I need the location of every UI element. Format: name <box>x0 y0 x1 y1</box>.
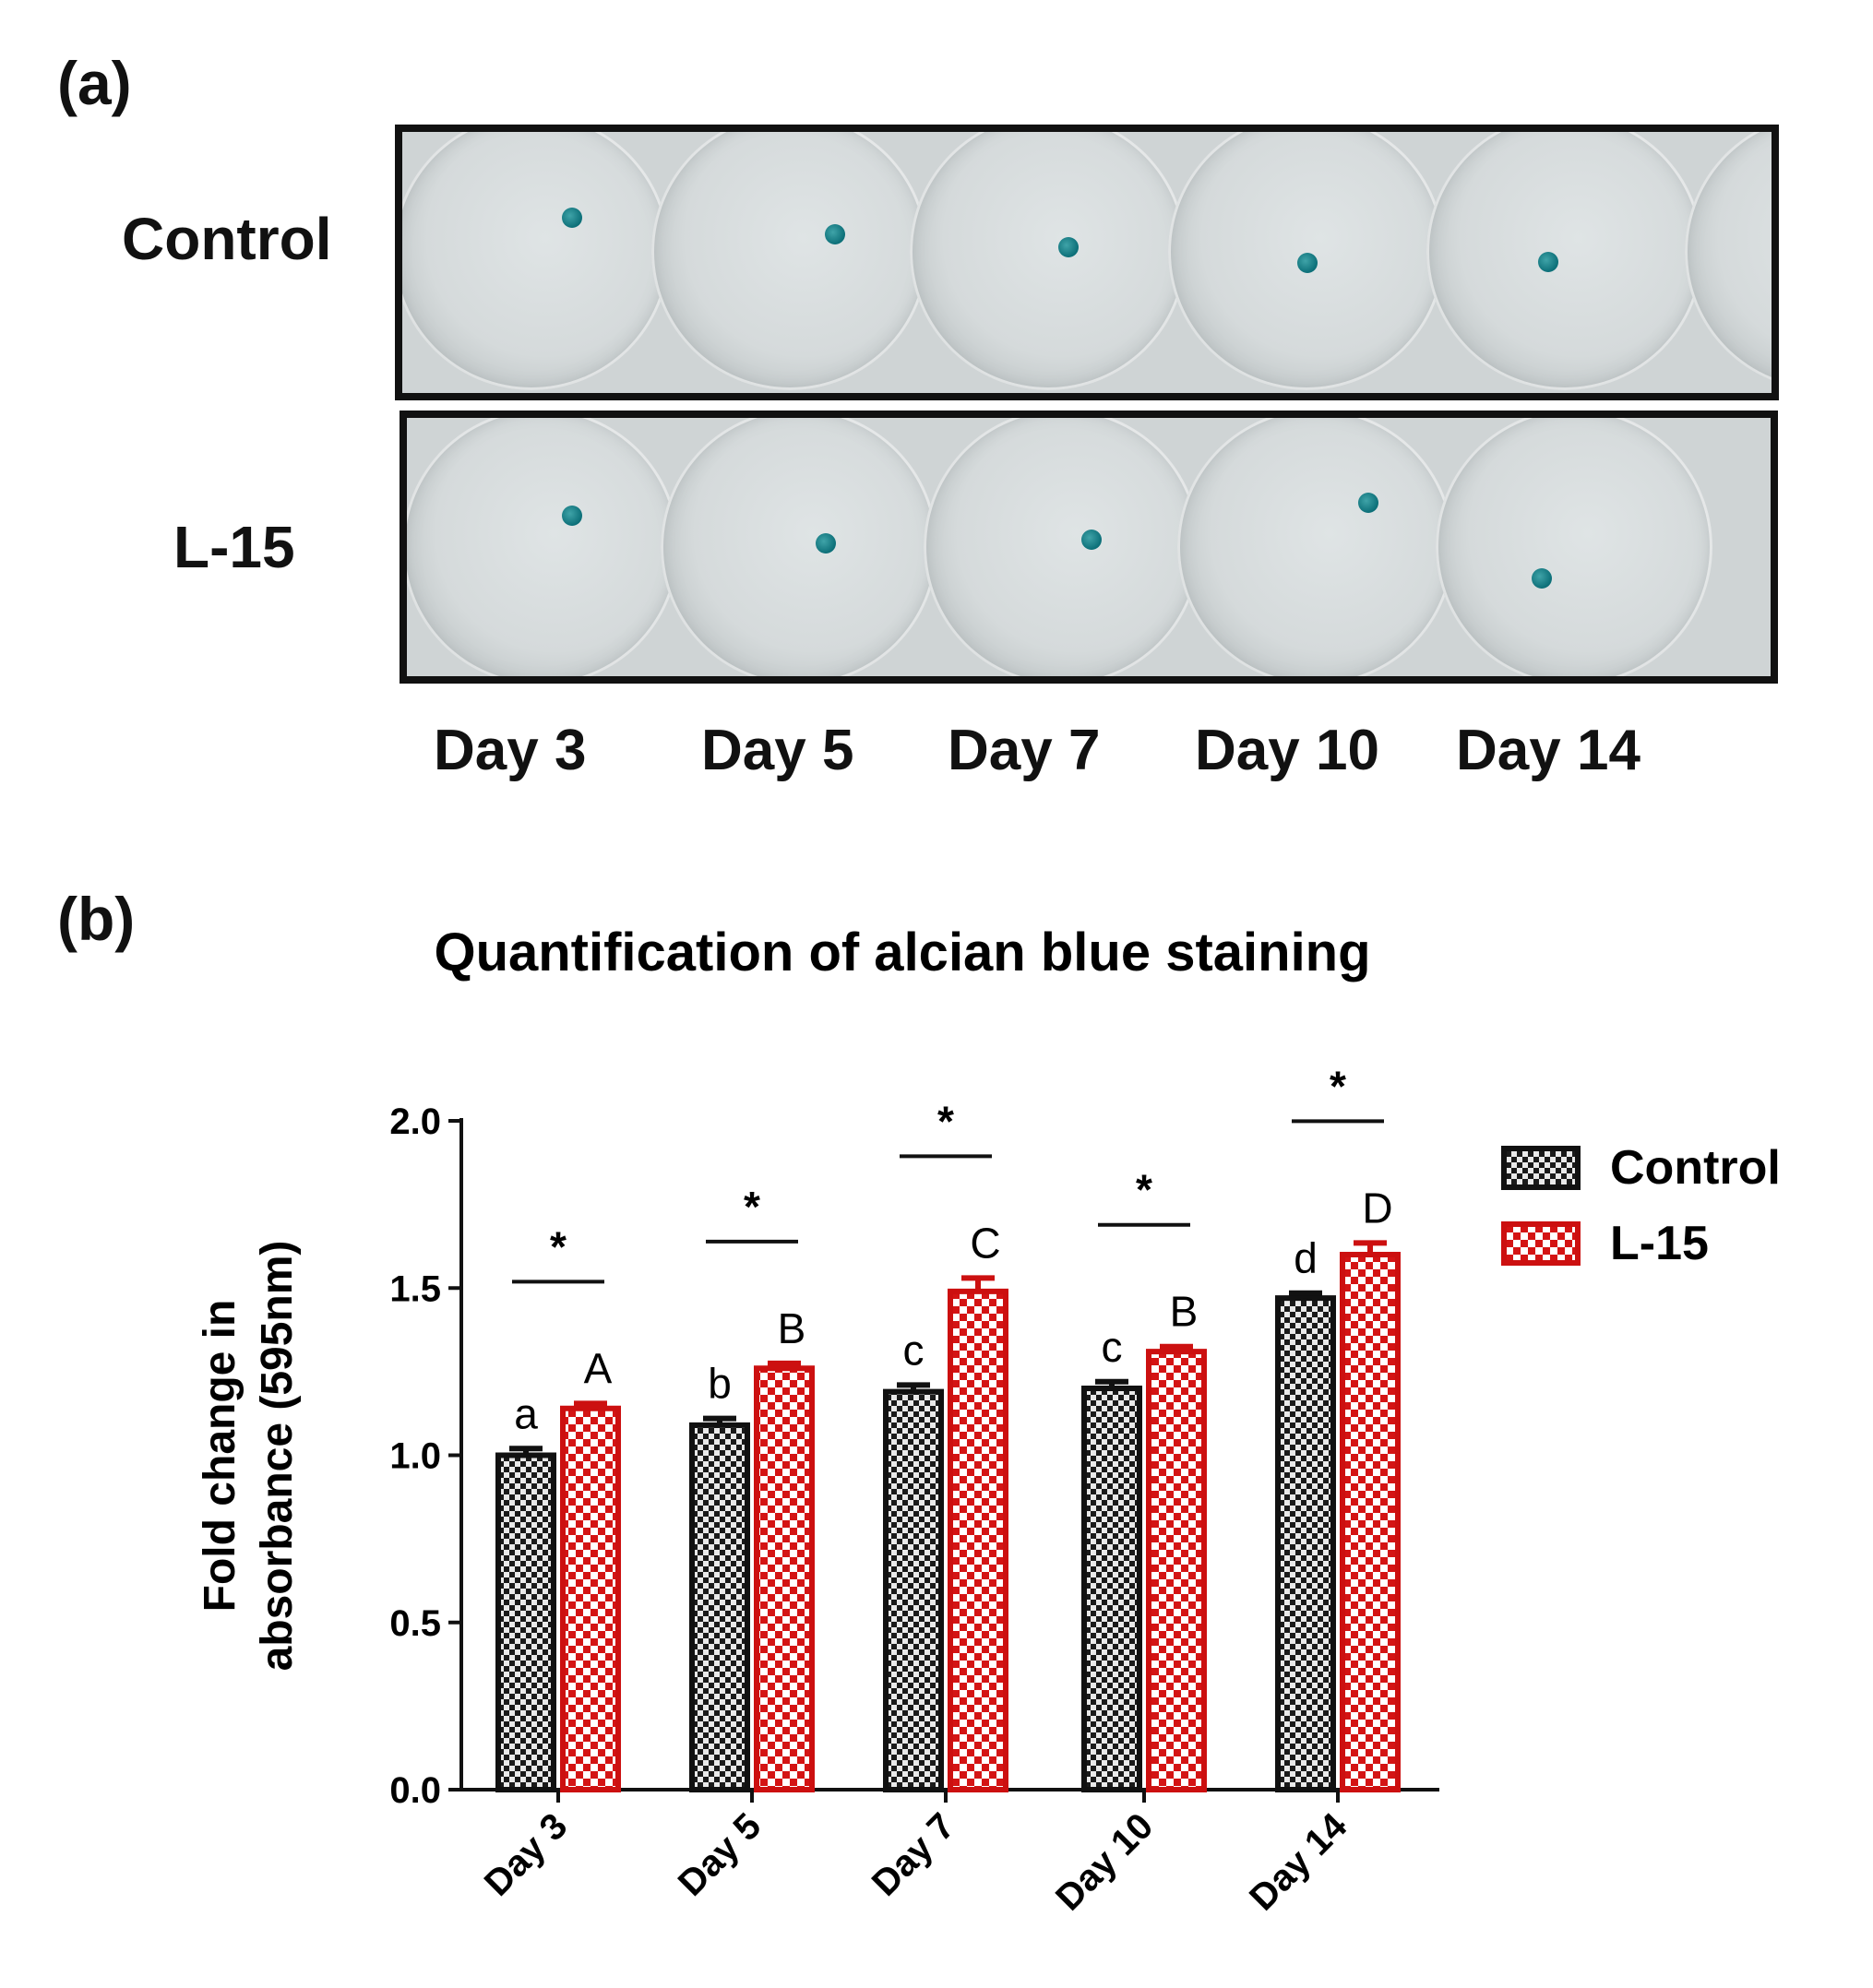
group-letter: a <box>514 1389 538 1437</box>
day-label: Day 10 <box>1195 719 1379 782</box>
legend-swatch <box>1501 1146 1581 1190</box>
group-letter: B <box>778 1304 806 1352</box>
legend-label: Control <box>1610 1141 1781 1195</box>
bar-control <box>1081 1386 1142 1792</box>
x-tick-label: Day 3 <box>477 1805 576 1904</box>
y-tick-label: 1.5 <box>389 1268 441 1309</box>
group-letter: B <box>1170 1288 1199 1336</box>
y-tick-label: 0.0 <box>389 1770 441 1811</box>
bar-l15 <box>948 1288 1008 1792</box>
group-letter: A <box>584 1344 613 1392</box>
group-letter: d <box>1294 1234 1318 1282</box>
y-axis-label-line: absorbance (595nm) <box>253 1241 302 1672</box>
group-letter: b <box>708 1360 732 1408</box>
alcian-blue-stain <box>1297 253 1318 273</box>
legend-swatch <box>1501 1221 1581 1266</box>
group-letter: c <box>903 1326 925 1374</box>
bar-control <box>883 1388 944 1792</box>
legend-label: L-15 <box>1610 1217 1709 1270</box>
bar-l15 <box>560 1405 621 1792</box>
y-tick-label: 0.5 <box>389 1603 441 1644</box>
bar-control <box>1275 1295 1336 1792</box>
group-letter: c <box>1102 1323 1123 1371</box>
alcian-blue-stain <box>1081 530 1102 550</box>
group-letter: C <box>970 1219 1000 1267</box>
alcian-blue-stain <box>1358 493 1378 513</box>
day-label: Day 3 <box>434 719 587 782</box>
alcian-blue-stain <box>562 506 582 526</box>
culture-well <box>924 418 1200 676</box>
row-label-control: Control <box>122 206 332 272</box>
day-label: Day 5 <box>701 719 854 782</box>
culture-well <box>1426 132 1703 390</box>
bar-l15 <box>1146 1349 1207 1792</box>
y-axis-label: Fold change in absorbance (595nm) <box>196 1241 302 1672</box>
culture-well <box>1177 418 1454 676</box>
significance-star: * <box>550 1222 567 1270</box>
bar-control <box>689 1422 750 1792</box>
x-tick-label: Day 10 <box>1048 1805 1161 1918</box>
day-label: Day 7 <box>948 719 1101 782</box>
culture-well <box>402 132 670 390</box>
x-tick-label: Day 7 <box>865 1805 963 1904</box>
alcian-blue-stain <box>1538 252 1558 272</box>
significance-star: * <box>744 1183 760 1231</box>
y-axis-label-line: Fold change in <box>196 1300 245 1613</box>
x-tick-label: Day 5 <box>671 1805 769 1904</box>
day-label: Day 14 <box>1456 719 1640 782</box>
bar-l15 <box>754 1365 815 1792</box>
alcian-blue-stain <box>1058 237 1079 257</box>
x-tick-label: Day 14 <box>1242 1805 1355 1919</box>
group-letter: D <box>1362 1184 1392 1232</box>
y-tick-label: 2.0 <box>389 1101 441 1142</box>
alcian-blue-stain <box>825 224 845 244</box>
plate-photo-control <box>395 125 1779 400</box>
culture-well <box>1436 418 1712 676</box>
culture-well <box>661 418 937 676</box>
significance-star: * <box>1330 1062 1346 1110</box>
row-label-l15: L-15 <box>173 514 295 580</box>
panel-a-label: (a) <box>57 49 132 117</box>
plate-photo-l15 <box>400 411 1778 684</box>
alcian-blue-stain <box>562 208 582 228</box>
alcian-blue-stain <box>1532 568 1552 589</box>
bar-l15 <box>1340 1252 1401 1792</box>
culture-well <box>910 132 1187 390</box>
y-tick-label: 1.0 <box>389 1436 441 1477</box>
alcian-blue-stain <box>816 533 836 554</box>
significance-star: * <box>1136 1166 1152 1214</box>
significance-star: * <box>937 1097 954 1145</box>
culture-well <box>651 132 928 390</box>
chart-title: Quantification of alcian blue staining <box>434 923 1370 982</box>
panel-b-label: (b) <box>57 885 136 953</box>
bar-control <box>495 1452 556 1792</box>
culture-well <box>407 418 679 676</box>
